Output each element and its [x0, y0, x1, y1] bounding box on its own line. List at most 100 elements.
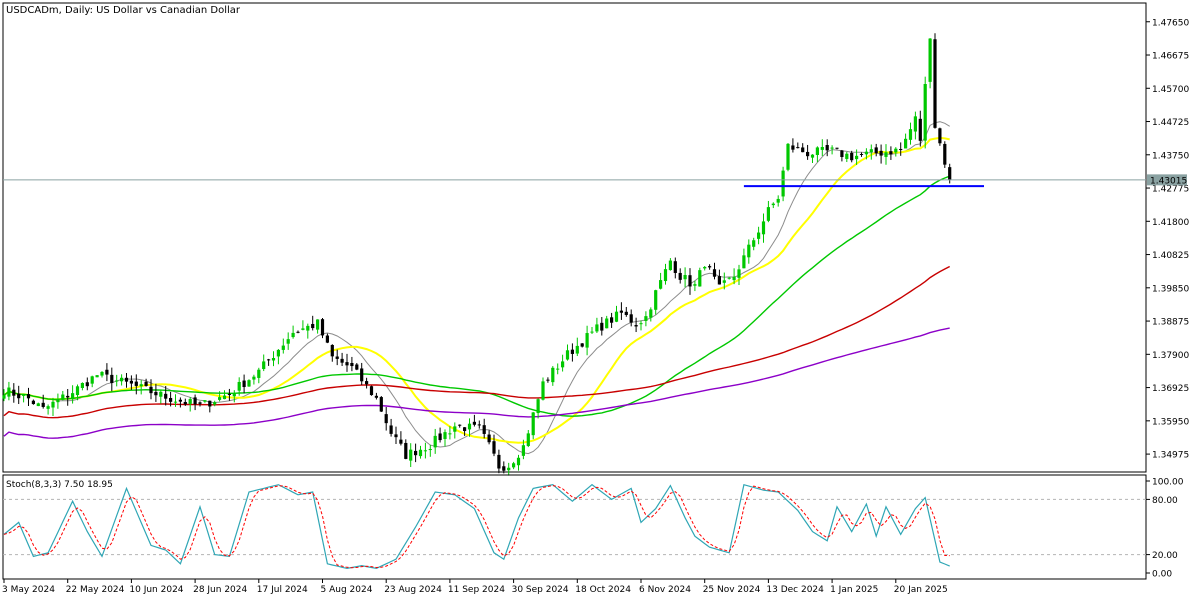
candle: [899, 142, 903, 156]
ma-100-line: [3, 265, 951, 419]
candle: [365, 377, 369, 389]
candle-body: [708, 266, 712, 268]
candle-body: [850, 152, 854, 161]
candle-body: [26, 394, 31, 399]
candle-body: [105, 369, 109, 375]
candle: [943, 141, 947, 168]
candle-body: [938, 128, 942, 144]
candle-body: [492, 441, 496, 454]
price-tick-label: 1.37900: [1152, 351, 1189, 361]
candle: [761, 213, 766, 243]
candle: [850, 150, 854, 163]
candle-body: [227, 393, 231, 395]
candle-body: [796, 147, 800, 149]
candle: [590, 326, 594, 334]
candle-body: [678, 272, 682, 280]
candle-body: [394, 434, 398, 438]
candle-body: [561, 361, 565, 368]
candle: [855, 149, 859, 165]
candle-body: [85, 382, 89, 387]
candle: [561, 354, 565, 372]
candle: [830, 145, 834, 155]
candle-body: [531, 412, 535, 436]
candle: [624, 306, 628, 317]
candle-body: [110, 374, 114, 384]
price-tick-label: 1.46675: [1152, 52, 1189, 62]
candle-body: [722, 280, 726, 283]
candle-body: [360, 368, 364, 382]
candle: [585, 325, 589, 356]
price-tick-label: 1.44725: [1152, 118, 1189, 128]
candle-body: [46, 406, 50, 409]
candle: [188, 397, 192, 412]
candle-body: [139, 384, 143, 387]
ma-20-line: [3, 136, 950, 444]
candle: [350, 356, 354, 372]
candle-body: [2, 395, 6, 399]
candle-body: [556, 368, 560, 370]
candle: [198, 401, 202, 407]
candle-body: [585, 333, 589, 348]
candle: [139, 380, 143, 395]
candle: [120, 374, 124, 386]
candle: [374, 392, 378, 400]
candle: [340, 352, 344, 366]
candle: [757, 226, 761, 245]
candle: [904, 133, 908, 149]
candle-body: [134, 381, 138, 386]
candle: [433, 428, 437, 454]
candle-body: [36, 403, 40, 407]
candle: [100, 371, 104, 378]
candle-body: [345, 362, 349, 366]
candle-body: [639, 323, 643, 325]
date-tick-label: 17 Jul 2024: [257, 585, 308, 595]
candle: [389, 418, 393, 437]
time-axis: 3 May 2024 22 May 2024 10 Jun 2024 28 Jun 2…: [2, 579, 948, 595]
candle-body: [752, 240, 756, 247]
candle: [693, 280, 697, 292]
candle-body: [409, 449, 413, 461]
candle-body: [218, 397, 222, 400]
candle: [786, 142, 790, 172]
candle-body: [12, 389, 16, 396]
candle: [124, 372, 129, 388]
candle: [399, 431, 403, 446]
candle: [438, 427, 442, 443]
candle: [933, 33, 937, 129]
candle: [247, 379, 251, 387]
candle-body: [66, 395, 70, 398]
candle: [575, 337, 579, 357]
candle-body: [267, 359, 271, 361]
stochastic-axis: 100.00 80.00 20.00 0.00: [1146, 478, 1184, 580]
candle-body: [884, 152, 888, 157]
candle: [178, 397, 182, 408]
candle: [404, 439, 408, 460]
candle-body: [899, 148, 903, 150]
candle: [732, 268, 736, 285]
date-tick-label: 5 Aug 2024: [321, 585, 373, 595]
candle-body: [95, 375, 99, 378]
candle: [874, 143, 878, 157]
candle-body: [757, 232, 761, 239]
candle-body: [600, 322, 604, 331]
candle: [379, 395, 383, 413]
candle-body: [311, 323, 315, 329]
price-pane: 1.47650 1.46675 1.45700 1.44725 1.43750 1.427…: [2, 2, 1189, 476]
candle: [443, 429, 447, 447]
stochastic-label: Stoch(8,3,3) 7.50 18.95: [6, 480, 113, 490]
candle: [614, 305, 619, 323]
candle-body: [232, 392, 236, 397]
candle: [487, 430, 491, 445]
candle: [629, 309, 633, 327]
candle-body: [776, 198, 780, 203]
candle-body: [703, 266, 707, 269]
candle: [335, 349, 339, 366]
candle: [806, 144, 810, 160]
price-tick-label: 1.35950: [1152, 417, 1189, 427]
price-tick-label: 1.36925: [1152, 384, 1189, 394]
candle-body: [271, 357, 276, 361]
candle-body: [629, 314, 633, 323]
candle-body: [7, 387, 11, 397]
candle-body: [56, 399, 60, 403]
